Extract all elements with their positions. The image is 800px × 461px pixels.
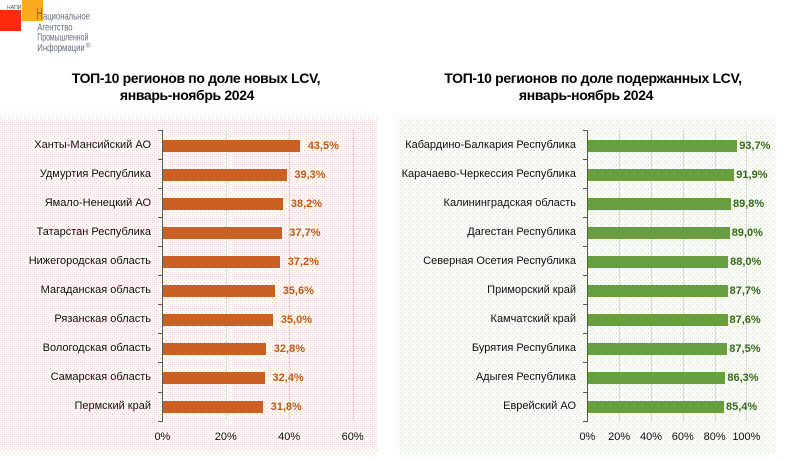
svg-text:ациональное: ациональное [43,12,90,23]
svg-text:НАПИ: НАПИ [7,5,22,11]
svg-text:Промышленной: Промышленной [37,33,88,44]
svg-text:Н: Н [36,4,42,24]
svg-text:Информации: Информации [37,42,84,54]
svg-text:Агентство: Агентство [37,22,72,33]
svg-text:®: ® [86,42,91,50]
